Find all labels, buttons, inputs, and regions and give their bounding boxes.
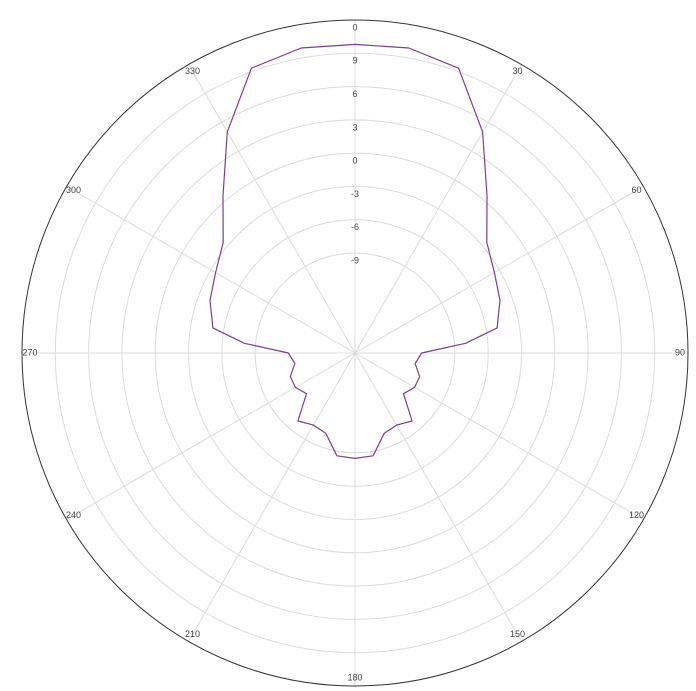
angle-label: 210 (185, 629, 200, 639)
angle-label: 30 (512, 66, 522, 76)
grid-circle (221, 219, 489, 487)
outer-circle (21, 19, 689, 687)
angle-label: 330 (185, 66, 200, 76)
grid-circle (154, 152, 556, 554)
radial-label: 0 (352, 156, 357, 166)
grid-circle (188, 186, 522, 520)
radial-label: 9 (352, 56, 357, 66)
radial-label: 6 (352, 89, 357, 99)
angle-label: 60 (631, 185, 641, 195)
angle-label: 270 (22, 347, 37, 357)
grid-circle (88, 86, 622, 620)
grid-circle (54, 52, 656, 654)
radial-label: -9 (351, 255, 359, 265)
angle-label: 0 (352, 22, 357, 32)
radial-label: 3 (352, 122, 357, 132)
angle-label: 300 (66, 185, 81, 195)
radial-label: -3 (351, 189, 359, 199)
pattern-line (209, 43, 501, 459)
angle-label: 240 (66, 510, 81, 520)
grid-circle (121, 119, 589, 587)
grid-circle (254, 252, 456, 454)
angle-label: 180 (347, 672, 362, 682)
angle-label: 120 (629, 510, 644, 520)
radial-label: -6 (351, 222, 359, 232)
angle-label: 90 (675, 347, 685, 357)
angle-label: 150 (510, 629, 525, 639)
